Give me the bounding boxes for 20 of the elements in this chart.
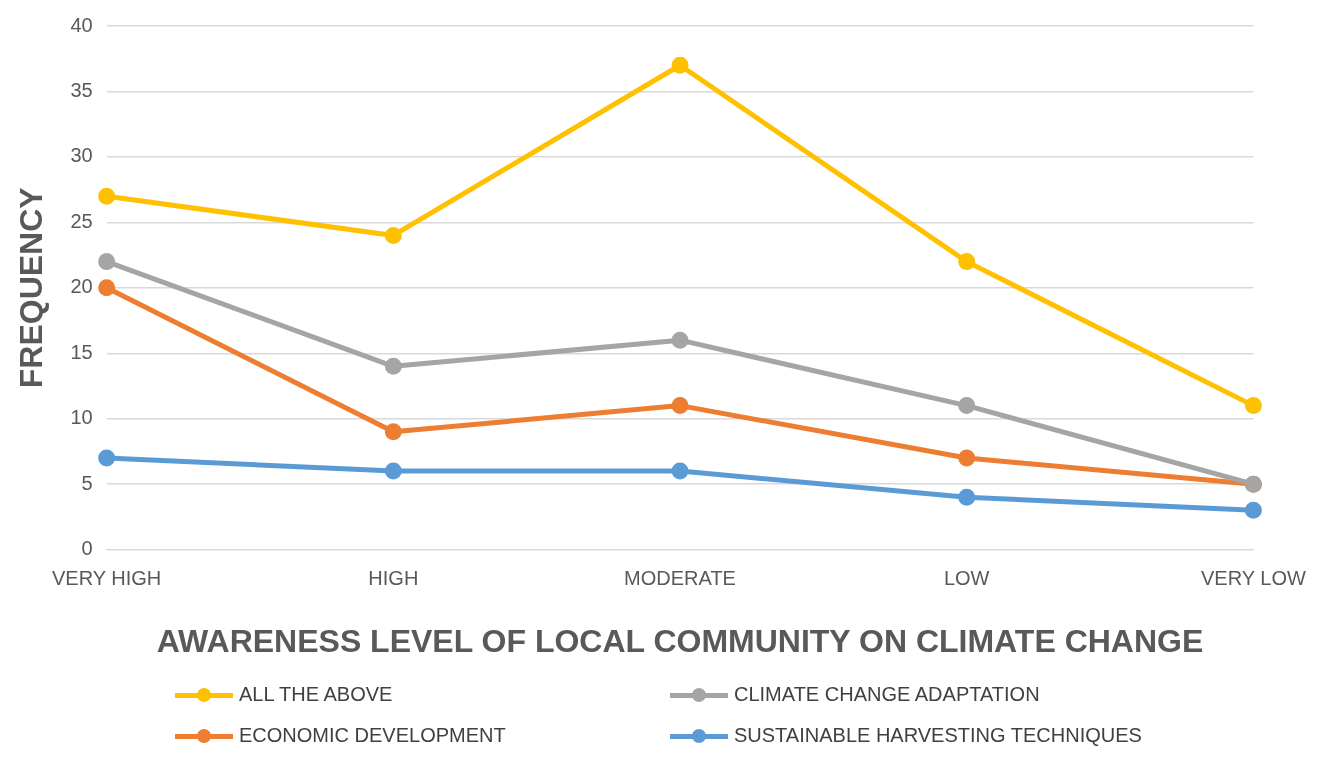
legend-label: CLIMATE CHANGE ADAPTATION: [734, 683, 1040, 706]
x-tick-label: VERY LOW: [1200, 567, 1306, 590]
x-tick-label: VERY HIGH: [52, 567, 162, 590]
y-tick-label: 10: [70, 406, 93, 429]
y-tick-label: 0: [81, 537, 93, 560]
y-tick-label: 25: [70, 209, 93, 232]
y-tick-label: 20: [70, 275, 93, 298]
y-axis-title: FREQUENCY: [13, 187, 50, 389]
y-tick-label: 15: [70, 340, 93, 363]
x-tick-label: LOW: [943, 567, 990, 590]
legend-label: SUSTAINABLE HARVESTING TECHNIQUES: [734, 724, 1142, 747]
y-tick-label: 40: [70, 13, 93, 36]
x-tick-label: MODERATE: [624, 567, 736, 590]
y-tick-label: 30: [70, 144, 93, 167]
x-tick-label: HIGH: [368, 567, 419, 590]
x-axis-title: AWARENESS LEVEL OF LOCAL COMMUNITY ON CLIMATE CHANGE: [156, 622, 1204, 659]
y-tick-label: 35: [70, 78, 93, 101]
legend-label: ECONOMIC DEVELOPMENT: [239, 724, 506, 747]
y-tick-label: 5: [81, 471, 93, 494]
legend-label: ALL THE ABOVE: [239, 683, 393, 706]
